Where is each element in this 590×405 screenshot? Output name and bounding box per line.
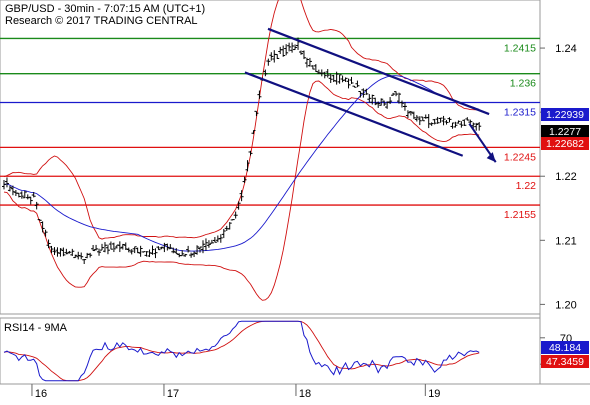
rsi-line: [3, 320, 480, 382]
price-tag-label: 1.22939: [546, 109, 584, 121]
rsi-ma-line: [3, 320, 480, 382]
bollinger-lower: [3, 80, 480, 301]
y-tick-label: 1.24: [555, 43, 576, 55]
level-label: 1.2415: [504, 42, 536, 54]
x-tick-label: 18: [299, 388, 311, 400]
rsi-tag-label: 48.184: [549, 342, 581, 354]
projection-arrow-head: [486, 152, 496, 163]
rsi-tag-box: [541, 355, 589, 368]
y-tick-label: 1.21: [555, 235, 576, 247]
x-tick-label: 17: [167, 388, 179, 400]
level-label: 1.22: [516, 180, 537, 192]
chart-copyright: Research © 2017 TRADING CENTRAL: [5, 15, 198, 27]
price-tag-box: [541, 137, 589, 150]
levels-layer: 1.2415 1.236 1.2315 1.2245 1.22 1.2155: [0, 37, 540, 221]
rsi-layer: [3, 320, 480, 382]
rsi-title: RSI14 - 9MA: [4, 322, 68, 334]
y-tick-label: 1.22: [555, 171, 576, 183]
price-layer: [2, 37, 482, 264]
channel-upper-line: [267, 27, 490, 116]
level-label: 1.2245: [504, 151, 536, 163]
overlay-layer: [244, 27, 497, 163]
time-axis: 16 17 18 19: [31, 384, 440, 400]
price-tag-label: 1.2277: [549, 126, 581, 138]
main-panel-frame: [0, 0, 541, 315]
level-label: 1.2315: [504, 107, 536, 119]
price-tag-box: [541, 125, 589, 138]
rsi-panel-frame: [0, 317, 541, 385]
rsi-tag-box: [541, 341, 589, 354]
x-tick-label: 16: [35, 388, 47, 400]
moving-average: [3, 75, 480, 252]
chart-title: GBP/USD - 30min - 7:07:15 AM (UTC+1): [5, 3, 205, 15]
level-label: 1.2155: [504, 209, 536, 221]
x-tick-label: 19: [428, 388, 440, 400]
rsi-tag-label: 47.3459: [546, 356, 584, 368]
y-tick-label: 1.20: [555, 299, 576, 311]
channel-lower-line: [244, 71, 464, 157]
price-tag-box: [541, 108, 589, 121]
level-label: 1.236: [510, 78, 536, 90]
price-tag-label: 1.22682: [546, 138, 584, 150]
